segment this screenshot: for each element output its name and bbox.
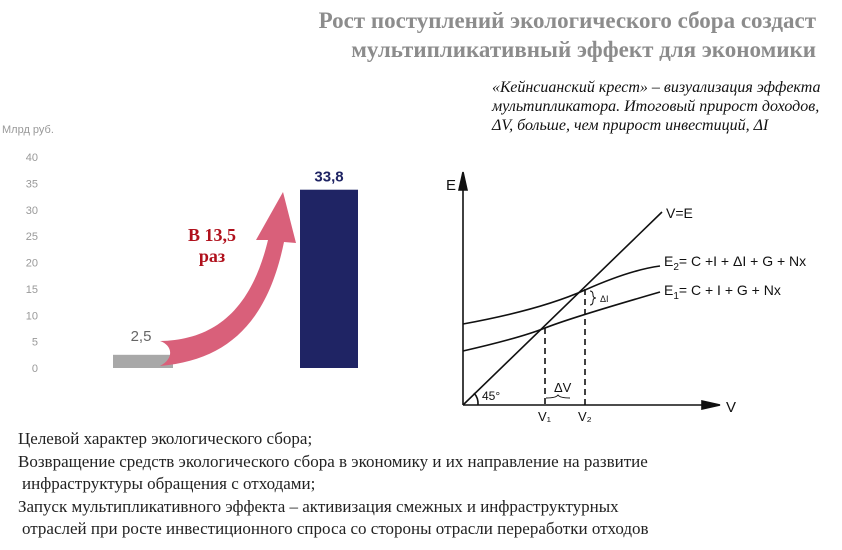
bullet-1: Целевой характер экологического сбора; (18, 429, 313, 448)
slide-title: Рост поступлений экологического сбора со… (319, 6, 816, 64)
e-axis-arrow-icon (458, 171, 468, 191)
diagram-caption: «Кейнсианский крест» – визуализация эффе… (492, 79, 821, 134)
delta-i-label: ΔI (600, 294, 609, 304)
delta-v-brace (545, 394, 571, 399)
y-tick-label: 15 (26, 284, 38, 296)
y-tick-label: 35 (26, 178, 38, 190)
v2-label: V₂ (578, 409, 592, 424)
e-axis-label: E (446, 177, 456, 194)
e2-label: E2= C +I + ΔI + G + Nx (664, 253, 806, 273)
growth-arrow (160, 192, 296, 366)
diagram-labels: E V V=E E2= C +I + ΔI + G + Nx E1= C + I… (446, 177, 806, 424)
growth-label-line1: В 13,5 (188, 225, 236, 245)
v-equals-e-label: V=E (666, 205, 693, 221)
v1-label: V₁ (538, 409, 552, 424)
growth-label-line2: раз (199, 246, 225, 266)
bar-value-label: 33,8 (314, 169, 343, 186)
y-tick-label: 5 (32, 337, 38, 349)
keynesian-cross-diagram (458, 171, 721, 410)
y-tick-label: 0 (32, 363, 38, 375)
y-tick-label: 40 (26, 152, 38, 164)
bullet-list: Целевой характер экологического сбора; В… (18, 428, 649, 541)
e1-label: E1= C + I + G + Nx (664, 282, 781, 302)
line-e2 (462, 265, 661, 325)
angle-label: 45° (482, 389, 500, 403)
y-tick-label: 20 (26, 258, 38, 270)
y-tick-label: 25 (26, 231, 38, 243)
v-axis-arrow-icon (701, 400, 721, 410)
line-v-equals-e (462, 211, 663, 406)
title-line-1: Рост поступлений экологического сбора со… (318, 8, 816, 33)
y-axis-label: Млрд руб. (2, 124, 54, 136)
title-line-2: мультипликативный эффект для экономики (351, 37, 816, 62)
bar (113, 354, 173, 368)
bar (300, 189, 358, 368)
delta-i-brace (589, 290, 597, 306)
bullet-2: Возвращение средств экологического сбора… (18, 451, 648, 471)
v-axis-label: V (726, 399, 736, 416)
bullet-2-cont: инфраструктуры обращения с отходами; (22, 474, 316, 493)
line-e1 (462, 291, 661, 352)
bullet-3: Запуск мультипликативного эффекта – акти… (18, 496, 619, 516)
angle-arc (473, 392, 479, 406)
bullet-3-cont: отраслей при росте инвестиционного спрос… (22, 519, 649, 538)
y-tick-label: 10 (26, 310, 38, 322)
delta-v-label: ΔV (554, 380, 572, 395)
bar-chart: Млрд руб. 0 5 10 15 20 25 30 35 40 2,5 33,8 В 13,… (2, 124, 358, 375)
y-tick-label: 30 (26, 205, 38, 217)
bar-value-label: 2,5 (131, 328, 152, 345)
